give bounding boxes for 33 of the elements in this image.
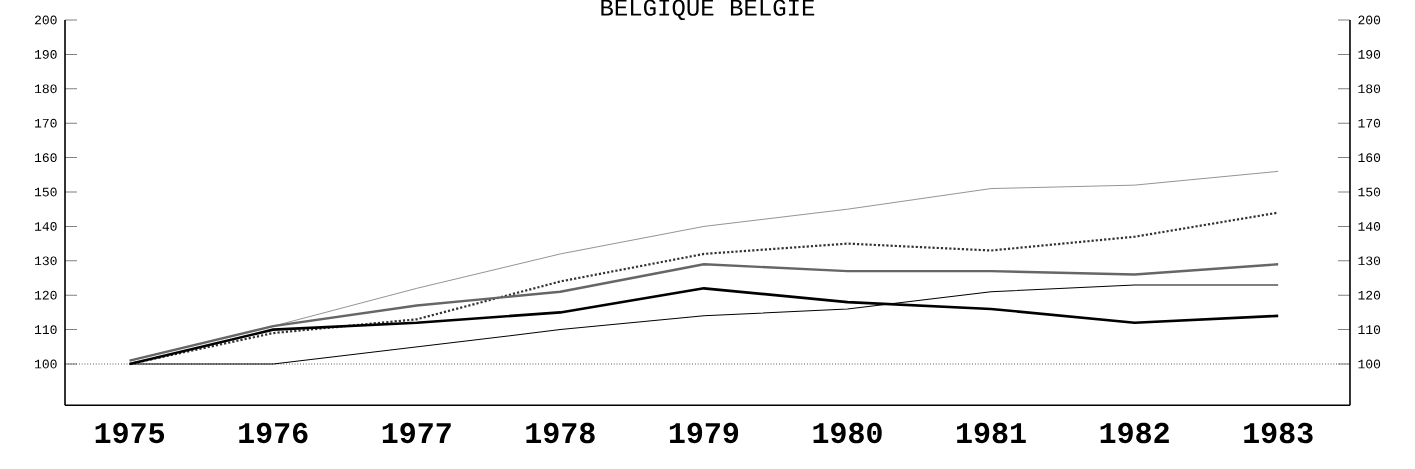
y-tick-label: 200	[34, 15, 57, 25]
x-tick-label: 1977	[382, 422, 451, 444]
line-series	[128, 263, 1280, 362]
y2-tick-label: 120	[1358, 290, 1381, 300]
y2-tick-label: 190	[1358, 49, 1381, 59]
y-tick-label: 130	[35, 256, 57, 266]
y2-tick-label: 160	[1358, 153, 1381, 163]
y-tick-label: 150	[35, 187, 57, 197]
y-tick-label: 160	[35, 153, 57, 163]
x-tick-label: 1978	[526, 422, 595, 444]
x-tick-label: 1981	[957, 422, 1026, 444]
y-tick-label: 190	[35, 49, 57, 59]
y2-tick-label: 140	[1358, 221, 1381, 231]
x-tick-label: 1979	[669, 422, 739, 444]
y-tick-label: 170	[35, 118, 57, 128]
y-tick-label: 140	[35, 221, 57, 231]
x-tick-label: 1980	[813, 422, 882, 444]
y-tick-label: 100	[35, 359, 57, 369]
x-tick-label: 1975	[95, 422, 165, 444]
y2-tick-label: 100	[1358, 359, 1381, 369]
x-tick-label: 1982	[1100, 422, 1169, 444]
y2-tick-label: 110	[1358, 325, 1381, 335]
y-tick-label: 120	[35, 290, 57, 300]
x-tick-label: 1983	[1244, 422, 1313, 444]
y2-tick-label: 170	[1358, 118, 1381, 128]
y2-tick-label: 200	[1358, 15, 1381, 25]
y2-tick-label: 180	[1358, 84, 1381, 94]
y2-tick-label: 130	[1358, 256, 1381, 266]
y2-tick-label: 150	[1358, 187, 1381, 197]
x-tick-label: 1976	[239, 422, 308, 444]
chart-title: BELGIQUE BELGIE	[601, 0, 815, 21]
y-tick-label: 180	[35, 84, 57, 94]
y-tick-label: 110	[35, 325, 57, 335]
